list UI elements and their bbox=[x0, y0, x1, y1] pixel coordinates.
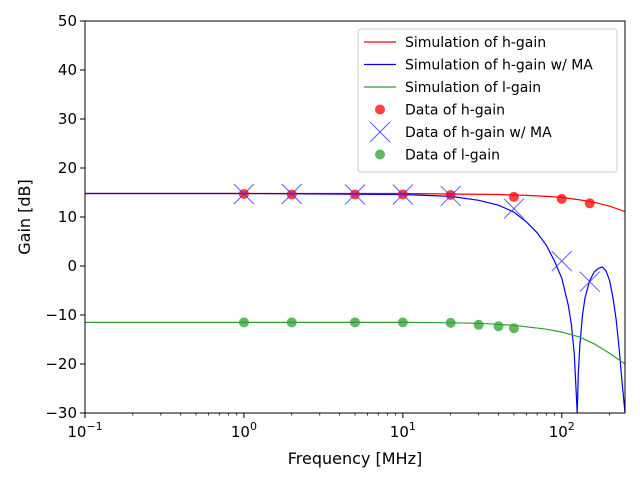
data-point-5-3 bbox=[397, 317, 408, 328]
legend-dot-handle bbox=[375, 104, 385, 115]
y-tick-label-3: 0 bbox=[67, 257, 77, 275]
y-axis-label: Gain [dB] bbox=[15, 179, 34, 255]
data-point-5-5 bbox=[473, 319, 484, 330]
data-point-5-0 bbox=[238, 317, 249, 328]
legend: Simulation of h-gain Simulation of h-gain… bbox=[357, 28, 618, 173]
data-point-4-5 bbox=[503, 198, 525, 220]
y-tick-label-1: −20 bbox=[45, 355, 77, 373]
legend-label-0: Simulation of h-gain bbox=[405, 35, 546, 51]
y-tick-label-5: 20 bbox=[58, 159, 77, 177]
data-point-3-6 bbox=[556, 193, 567, 204]
legend-label-5: Data of l-gain bbox=[405, 148, 500, 164]
data-point-5-2 bbox=[350, 317, 360, 328]
data-point-4-7 bbox=[579, 271, 601, 293]
series-line-1 bbox=[85, 192, 625, 413]
legend-label-3: Data of h-gain bbox=[405, 103, 505, 119]
x-tick-label-2: 101 bbox=[390, 420, 416, 441]
data-point-4-4 bbox=[440, 185, 462, 207]
data-point-5-4 bbox=[445, 317, 456, 328]
legend-entry-1: Simulation of h-gain w/ MA bbox=[364, 58, 593, 74]
legend-label-4: Data of h-gain w/ MA bbox=[405, 125, 552, 141]
data-point-3-5 bbox=[508, 191, 519, 202]
data-point-5-7 bbox=[508, 323, 519, 334]
data-point-4-2 bbox=[344, 184, 366, 205]
series-line-0 bbox=[85, 192, 625, 213]
y-tick-label-4: 10 bbox=[58, 208, 77, 226]
data-point-5-1 bbox=[286, 317, 297, 328]
x-tick-label-1: 100 bbox=[231, 420, 257, 441]
legend-entry-0: Simulation of h-gain bbox=[364, 35, 546, 51]
data-point-4-1 bbox=[281, 183, 303, 205]
ticks-layer: −30 −20 −10 0 10 20 30 40 50 10−1 100 101 102 bbox=[45, 12, 610, 441]
data-point-3-4 bbox=[445, 189, 456, 200]
legend-entry-4: Data of h-gain w/ MA bbox=[369, 121, 552, 143]
data-point-4-3 bbox=[392, 184, 414, 205]
legend-x-handle bbox=[369, 121, 391, 143]
y-tick-label-6: 30 bbox=[58, 110, 77, 128]
x-axis-label: Frequency [MHz] bbox=[288, 449, 422, 468]
data-point-4-0 bbox=[233, 183, 255, 205]
legend-dot-handle bbox=[375, 149, 385, 160]
y-tick-label-8: 50 bbox=[58, 12, 77, 30]
series-layer bbox=[85, 183, 625, 413]
legend-label-2: Simulation of l-gain bbox=[405, 80, 541, 96]
data-point-4-6 bbox=[551, 250, 573, 272]
y-tick-label-7: 40 bbox=[58, 61, 77, 79]
legend-entry-5: Data of l-gain bbox=[375, 148, 500, 164]
y-tick-label-0: −30 bbox=[45, 404, 77, 422]
legend-entry-3: Data of h-gain bbox=[375, 103, 505, 119]
series-line-2 bbox=[85, 321, 625, 365]
data-point-3-7 bbox=[584, 198, 595, 209]
data-point-5-6 bbox=[493, 321, 504, 332]
x-tick-label-3: 102 bbox=[549, 420, 575, 441]
x-tick-label-0: 10−1 bbox=[67, 420, 102, 441]
legend-entry-2: Simulation of l-gain bbox=[364, 80, 541, 96]
legend-label-1: Simulation of h-gain w/ MA bbox=[405, 58, 593, 74]
y-tick-label-2: −10 bbox=[45, 306, 77, 324]
legend-box bbox=[357, 28, 618, 173]
